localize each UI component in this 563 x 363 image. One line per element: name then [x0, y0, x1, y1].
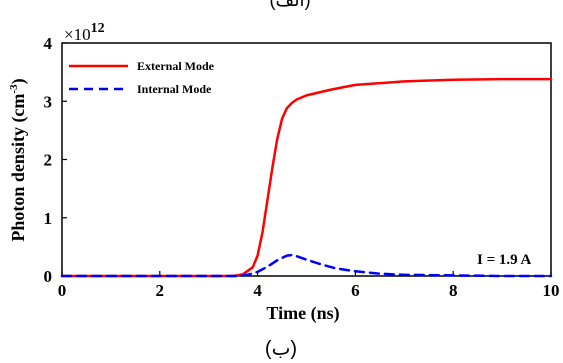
- legend: External Mode Internal Mode: [69, 59, 215, 96]
- x-axis-label: Time (ns): [266, 303, 339, 324]
- x-tick-label: 6: [351, 281, 360, 300]
- y-tick-label: 3: [44, 92, 53, 111]
- x-tick-label: 8: [449, 281, 458, 300]
- top-label: (الف): [269, 0, 310, 10]
- legend-label-internal: Internal Mode: [137, 82, 212, 96]
- x-tick-label: 4: [253, 281, 262, 300]
- x-axis-ticks: 0 2 4 6 8 10: [58, 271, 560, 300]
- x-tick-label: 10: [543, 281, 560, 300]
- y-tick-label: 4: [44, 34, 53, 53]
- current-annotation: I = 1.9 A: [477, 252, 532, 268]
- y-axis-ticks: 0 1 2 3 4: [44, 34, 67, 286]
- y-tick-label: 1: [44, 209, 53, 228]
- series-line-internal-mode: [60, 253, 553, 278]
- y-axis-multiplier: ×1012: [64, 21, 105, 44]
- y-tick-label: 0: [44, 267, 53, 286]
- y-tick-label: 2: [44, 151, 53, 170]
- y-axis-label: Photon density (cm-3): [8, 78, 29, 241]
- x-tick-label: 2: [156, 281, 165, 300]
- series-layer: [60, 77, 553, 278]
- series-line-external-mode: [60, 77, 553, 278]
- plot-frame: [61, 42, 552, 277]
- legend-label-external: External Mode: [137, 59, 215, 73]
- x-tick-label: 0: [58, 281, 67, 300]
- panel-label: (ب): [265, 338, 297, 360]
